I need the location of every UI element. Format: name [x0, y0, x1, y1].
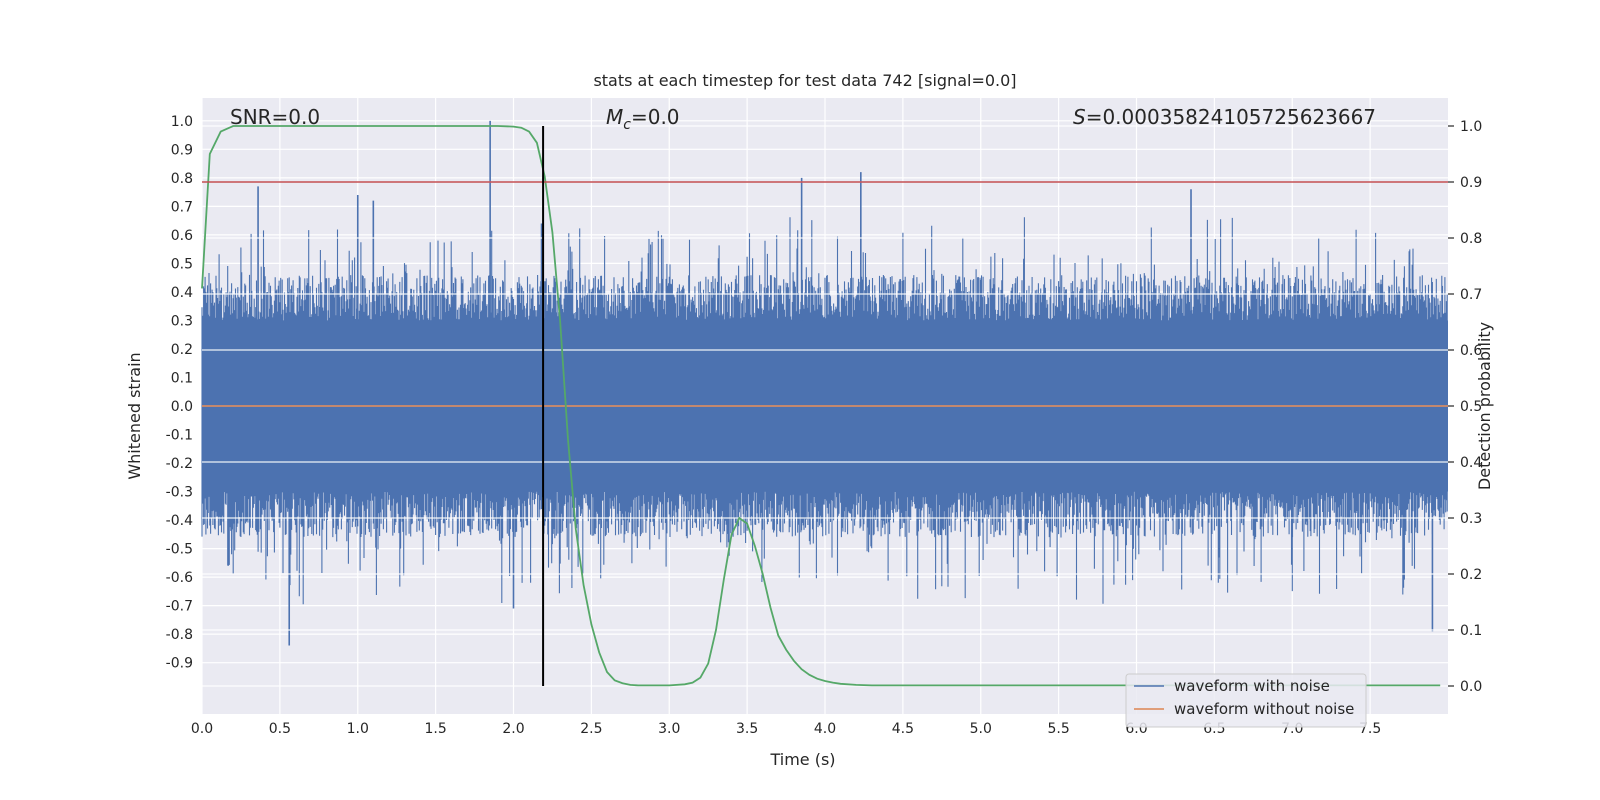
x-tick-label: 3.0 [658, 721, 680, 737]
x-tick-label: 3.5 [736, 721, 758, 737]
right-y-tick-label: 0.1 [1460, 623, 1482, 639]
s-value: =0.00035824105725623667 [1086, 105, 1376, 129]
y-tick-label: 0.1 [171, 370, 193, 386]
y-tick-label: 0.5 [171, 256, 193, 272]
y-tick-label: -0.8 [166, 627, 193, 643]
right-y-tick-label: 0.2 [1460, 567, 1482, 583]
x-axis-label: Time (s) [769, 750, 835, 769]
mc-subscript: c [623, 117, 631, 133]
y-tick-label: -0.1 [166, 428, 193, 444]
y-tick-label: -0.2 [166, 456, 193, 472]
y-tick-label: 0.8 [171, 171, 193, 187]
x-tick-label: 1.0 [347, 721, 369, 737]
x-tick-label: 0.5 [269, 721, 291, 737]
y-tick-label: 0.7 [171, 199, 193, 215]
y-tick-label: -0.9 [166, 656, 193, 672]
y-tick-label: -0.7 [166, 599, 193, 615]
y-tick-label: 0.3 [171, 313, 193, 329]
y-tick-label: -0.6 [166, 570, 193, 586]
x-tick-label: 5.5 [1047, 721, 1069, 737]
snr-annotation: SNR=0.0 [230, 105, 320, 129]
y-tick-label: -0.3 [166, 485, 193, 501]
y-tick-label: 0.4 [171, 285, 193, 301]
right-y-tick-label: 0.6 [1460, 343, 1482, 359]
right-y-tick-label: 0.8 [1460, 231, 1482, 247]
right-y-tick-label: 0.4 [1460, 455, 1482, 471]
legend-label-noisy: waveform with noise [1174, 677, 1330, 695]
right-y-tick-label: 0.9 [1460, 175, 1482, 191]
s-statistic-annotation: S=0.00035824105725623667 [1073, 105, 1376, 129]
y-tick-label: 0.0 [171, 399, 193, 415]
right-y-tick-label: 0.0 [1460, 679, 1482, 695]
y-tick-label: 1.0 [171, 114, 193, 130]
x-tick-label: 4.0 [814, 721, 836, 737]
chirp-mass-annotation: Mc=0.0 [606, 105, 680, 133]
legend-label-clean: waveform without noise [1174, 700, 1354, 718]
y-axis-label: Whitened strain [125, 352, 144, 479]
y-tick-label: 0.2 [171, 342, 193, 358]
legend-box [1125, 673, 1367, 728]
y-tick-label: -0.4 [166, 513, 193, 529]
right-y-axis-label: Detection probability [1475, 322, 1494, 490]
mc-symbol: M [606, 105, 623, 129]
legend: waveform with noise waveform without noi… [1125, 673, 1367, 728]
y-tick-label: 0.6 [171, 228, 193, 244]
right-y-tick-label: 0.7 [1460, 287, 1482, 303]
right-y-tick-label: 1.0 [1460, 119, 1482, 135]
mc-value: =0.0 [631, 105, 680, 129]
x-tick-label: 4.5 [892, 721, 914, 737]
right-y-tick-label: 0.3 [1460, 511, 1482, 527]
detection-probability-line [201, 125, 1441, 687]
s-symbol: S [1073, 105, 1086, 129]
y-tick-label: -0.5 [166, 542, 193, 558]
tick-labels: 0.0 0.5 1.0 1.5 2.0 2.5 3.0 3.5 4.0 4.5 5.0 5.5 6.0 6… [166, 114, 1483, 737]
x-tick-label: 2.5 [580, 721, 602, 737]
x-tick-label: 0.0 [191, 721, 213, 737]
x-tick-label: 1.5 [424, 721, 446, 737]
right-y-tick-label: 0.5 [1460, 399, 1482, 415]
x-tick-label: 2.0 [502, 721, 524, 737]
y-tick-label: 0.9 [171, 142, 193, 158]
x-tick-label: 5.0 [970, 721, 992, 737]
chart-title: stats at each timestep for test data 742… [593, 71, 1016, 90]
